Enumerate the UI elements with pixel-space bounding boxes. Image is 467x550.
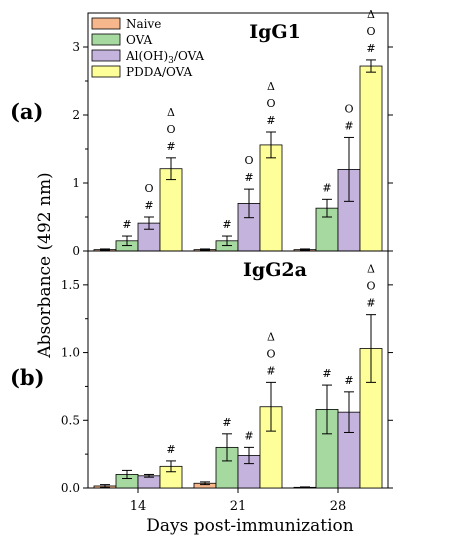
panel-title: IgG1 — [249, 21, 301, 43]
panel-label: (b) — [10, 365, 45, 390]
significance-mark: O — [266, 347, 275, 360]
significance-mark: # — [166, 140, 175, 153]
y-tick-label: 0.0 — [61, 481, 80, 495]
legend-swatch — [91, 65, 121, 78]
significance-mark: O — [366, 25, 375, 38]
significance-mark: # — [166, 443, 175, 456]
significance-mark: O — [244, 154, 253, 167]
significance-mark: # — [266, 364, 275, 377]
significance-mark: # — [222, 218, 231, 231]
x-tick-label: 14 — [130, 499, 147, 514]
legend-label-text: PDDA/OVA — [126, 65, 193, 79]
significance-mark: # — [144, 199, 153, 212]
legend-swatch — [91, 33, 121, 46]
x-tick-label: 28 — [330, 499, 347, 514]
x-tick-label: 21 — [230, 499, 247, 514]
significance-mark: # — [244, 171, 253, 184]
significance-mark: # — [222, 416, 231, 429]
significance-mark: # — [322, 367, 331, 380]
legend-label: OVA — [126, 33, 152, 47]
significance-mark: # — [244, 429, 253, 442]
legend-label-tail: /OVA — [174, 49, 205, 63]
legend-label-subscript: 3 — [168, 56, 174, 66]
bar — [359, 65, 383, 252]
x-axis-label: Days post-immunization — [146, 516, 354, 536]
significance-mark: Δ — [367, 263, 375, 276]
legend-label-text: Naive — [126, 17, 161, 31]
y-tick-label: 0 — [72, 244, 80, 258]
legend-label: Naive — [126, 17, 161, 31]
significance-mark: Δ — [367, 8, 375, 21]
significance-mark: Δ — [267, 330, 275, 343]
bar — [259, 144, 283, 252]
significance-mark: O — [344, 102, 353, 115]
legend-swatch — [91, 49, 121, 62]
bar — [159, 168, 183, 252]
y-axis-label: Absorbance (492 nm) — [35, 172, 55, 358]
legend-label-text: OVA — [126, 33, 152, 47]
significance-mark: # — [266, 114, 275, 127]
significance-mark: # — [322, 181, 331, 194]
panel-label: (a) — [10, 99, 43, 124]
y-tick-label: 1.5 — [61, 278, 80, 292]
significance-mark: O — [366, 280, 375, 293]
shared-x-axis: 14 21 28 — [130, 488, 347, 514]
significance-mark: O — [266, 97, 275, 110]
significance-mark: # — [122, 218, 131, 231]
significance-mark: O — [166, 123, 175, 136]
y-tick-label: 3 — [72, 40, 80, 54]
y-tick-label: 0.5 — [61, 413, 80, 427]
legend-swatch — [91, 17, 121, 30]
significance-mark: O — [144, 182, 153, 195]
y-tick-label: 2 — [72, 108, 80, 122]
y-tick-label: 1.0 — [61, 346, 80, 360]
y-tick-label: 1 — [72, 176, 80, 190]
significance-mark: # — [344, 119, 353, 132]
panel-title: IgG2a — [243, 259, 307, 281]
legend-label: PDDA/OVA — [126, 65, 193, 79]
significance-mark: # — [366, 297, 375, 310]
significance-mark: Δ — [167, 106, 175, 119]
significance-mark: Δ — [267, 80, 275, 93]
legend-label-text: Al(OH) — [125, 49, 168, 63]
legend-label: Al(OH)3/OVA — [125, 49, 204, 66]
significance-mark: # — [344, 374, 353, 387]
significance-mark: # — [366, 42, 375, 55]
